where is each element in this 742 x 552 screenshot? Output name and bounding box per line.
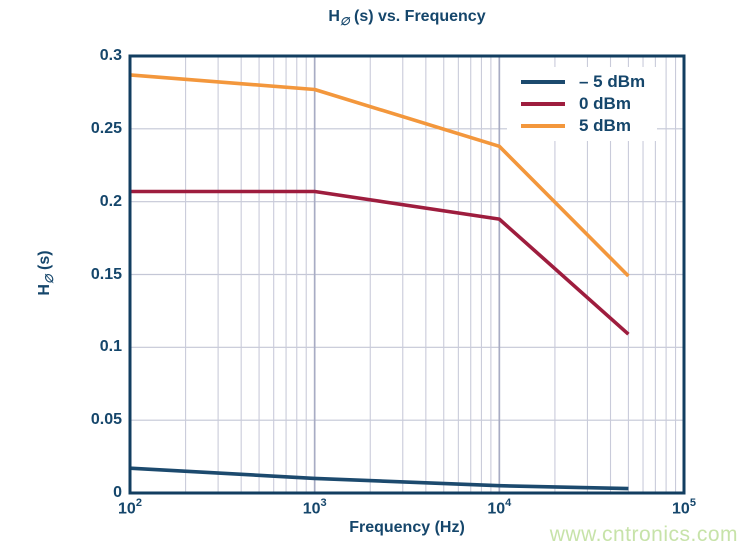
x-axis-title: Frequency (Hz) bbox=[349, 519, 465, 536]
y-tick-label: 0 bbox=[113, 484, 122, 501]
legend-swatch bbox=[521, 102, 565, 106]
chart-title: H∅ (s) vs. Frequency bbox=[130, 8, 684, 28]
legend-swatch bbox=[521, 124, 565, 128]
chart-title-prefix: H bbox=[328, 8, 340, 25]
legend-label: 5 dBm bbox=[579, 116, 631, 135]
legend-item: 0 dBm bbox=[521, 93, 645, 115]
y-tick-label: 0.2 bbox=[99, 192, 122, 210]
series-line bbox=[130, 189, 630, 336]
y-axis-title-subscript: ∅ bbox=[44, 274, 56, 285]
x-tick-label: 105 bbox=[672, 497, 696, 518]
legend-item: – 5 dBm bbox=[521, 71, 645, 93]
x-tick-label: 103 bbox=[302, 497, 327, 518]
y-tick-label: 0.1 bbox=[99, 338, 122, 356]
legend-label: 0 dBm bbox=[579, 94, 631, 113]
y-axis-title-suffix: (s) bbox=[36, 250, 53, 275]
x-tick-label: 104 bbox=[487, 497, 512, 518]
x-tick-label: 102 bbox=[118, 497, 142, 518]
watermark: www.cntronics.com bbox=[549, 523, 738, 546]
axis-border bbox=[128, 54, 686, 495]
y-tick-label: 0.15 bbox=[90, 265, 122, 283]
y-axis-title: H∅ (s) bbox=[36, 250, 56, 296]
legend: – 5 dBm 0 dBm 5 dBm bbox=[507, 67, 658, 141]
series-line bbox=[129, 466, 629, 491]
y-tick-label: 0.25 bbox=[90, 119, 122, 137]
legend-item: 5 dBm bbox=[521, 115, 645, 137]
y-tick-label: 0.05 bbox=[90, 411, 122, 429]
chart-title-subscript: ∅ bbox=[339, 16, 350, 28]
y-axis-title-prefix: H bbox=[36, 284, 53, 296]
series-line bbox=[129, 73, 630, 278]
legend-swatch bbox=[521, 80, 565, 84]
y-tick-label: 0.3 bbox=[99, 47, 122, 64]
chart-title-suffix: (s) vs. Frequency bbox=[349, 8, 486, 25]
legend-label: – 5 dBm bbox=[579, 72, 646, 91]
